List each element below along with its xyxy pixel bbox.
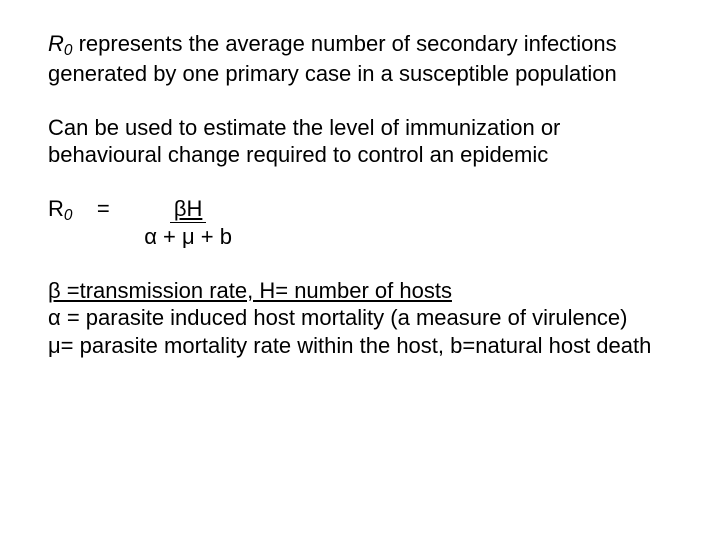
equation-fraction: βH α + μ + b	[140, 195, 236, 251]
equation-numerator-text: βH	[174, 196, 203, 221]
def-line-2: α = parasite induced host mortality (a m…	[48, 305, 628, 330]
equation-denominator: α + μ + b	[140, 223, 236, 251]
equation-R: R	[48, 196, 64, 221]
paragraph-variable-definitions: β =transmission rate, H= number of hosts…	[48, 277, 672, 360]
paragraph-usage: Can be used to estimate the level of imm…	[48, 114, 672, 169]
equation-lhs: R0 =	[48, 195, 134, 225]
equation-numerator: βH	[170, 195, 207, 224]
equation-equals: =	[72, 196, 134, 221]
paragraph-r0-definition: R0 represents the average number of seco…	[48, 30, 672, 88]
r0-symbol-R: R	[48, 31, 64, 56]
def-line-3: μ= parasite mortality rate within the ho…	[48, 333, 651, 358]
r0-definition-text: represents the average number of seconda…	[48, 31, 617, 86]
def-line-1: β =transmission rate, H= number of hosts	[48, 278, 452, 303]
equation-r0: R0 = βH α + μ + b	[48, 195, 672, 251]
def-beta-H: β =transmission rate, H= number of hosts	[48, 278, 452, 303]
